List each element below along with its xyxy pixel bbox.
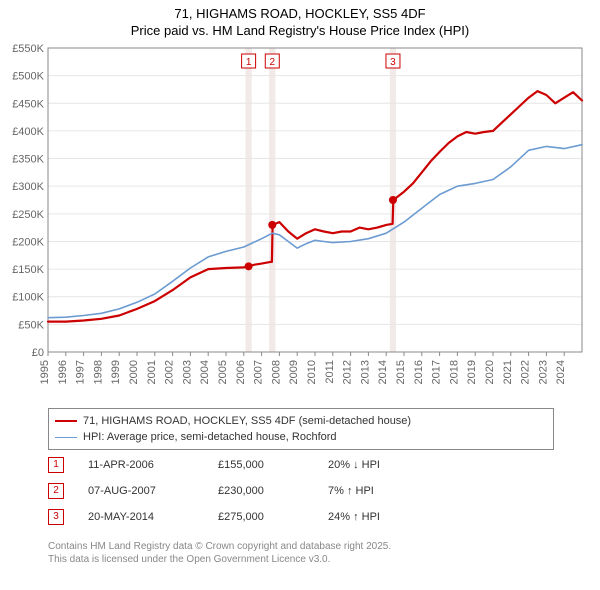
svg-text:£550K: £550K xyxy=(12,43,44,55)
svg-text:£500K: £500K xyxy=(12,71,44,83)
svg-text:1: 1 xyxy=(246,57,252,68)
event-date: 07-AUG-2007 xyxy=(88,485,218,497)
svg-text:1996: 1996 xyxy=(57,360,69,384)
svg-text:£350K: £350K xyxy=(12,154,44,166)
svg-text:2010: 2010 xyxy=(306,360,318,384)
copyright-line1: Contains HM Land Registry data © Crown c… xyxy=(48,540,391,553)
event-price: £275,000 xyxy=(218,511,328,523)
event-row: 3 20-MAY-2014£275,00024% ↑ HPI xyxy=(48,504,554,530)
chart-title: 71, HIGHAMS ROAD, HOCKLEY, SS5 4DF Price… xyxy=(0,0,600,40)
svg-text:2019: 2019 xyxy=(466,360,478,384)
svg-text:2001: 2001 xyxy=(146,360,158,384)
svg-text:2004: 2004 xyxy=(199,360,211,384)
event-date: 20-MAY-2014 xyxy=(88,511,218,523)
title-line1: 71, HIGHAMS ROAD, HOCKLEY, SS5 4DF xyxy=(0,6,600,23)
svg-text:£400K: £400K xyxy=(12,126,44,138)
svg-text:2021: 2021 xyxy=(502,360,514,384)
svg-text:2008: 2008 xyxy=(270,360,282,384)
event-marker: 3 xyxy=(48,509,64,525)
svg-text:£300K: £300K xyxy=(12,181,44,193)
event-diff: 24% ↑ HPI xyxy=(328,511,438,523)
legend-label: 71, HIGHAMS ROAD, HOCKLEY, SS5 4DF (semi… xyxy=(83,415,411,427)
svg-text:2000: 2000 xyxy=(128,360,140,384)
legend-row: HPI: Average price, semi-detached house,… xyxy=(55,429,547,445)
svg-text:2011: 2011 xyxy=(324,360,336,384)
svg-text:2017: 2017 xyxy=(431,360,443,384)
event-price: £155,000 xyxy=(218,459,328,471)
svg-text:2005: 2005 xyxy=(217,360,229,384)
svg-text:3: 3 xyxy=(390,57,396,68)
event-row: 1 11-APR-2006£155,00020% ↓ HPI xyxy=(48,452,554,478)
svg-text:2013: 2013 xyxy=(359,360,371,384)
svg-text:2016: 2016 xyxy=(413,360,425,384)
event-price: £230,000 xyxy=(218,485,328,497)
legend-row: 71, HIGHAMS ROAD, HOCKLEY, SS5 4DF (semi… xyxy=(55,413,547,429)
svg-text:2: 2 xyxy=(269,57,275,68)
event-diff: 7% ↑ HPI xyxy=(328,485,438,497)
svg-text:2002: 2002 xyxy=(164,360,176,384)
events-table: 1 11-APR-2006£155,00020% ↓ HPI 2 07-AUG-200… xyxy=(48,452,554,530)
svg-text:2022: 2022 xyxy=(520,360,532,384)
svg-text:1998: 1998 xyxy=(92,360,104,384)
svg-text:£250K: £250K xyxy=(12,209,44,221)
svg-text:2014: 2014 xyxy=(377,360,389,384)
legend-label: HPI: Average price, semi-detached house,… xyxy=(83,431,337,443)
chart-area: £0 £50K £100K £150K £200K £250K £300K £350K £400… xyxy=(0,40,600,400)
svg-text:2020: 2020 xyxy=(484,360,496,384)
svg-text:2023: 2023 xyxy=(537,360,549,384)
svg-text:£50K: £50K xyxy=(18,319,44,331)
svg-text:£100K: £100K xyxy=(12,292,44,304)
event-marker: 2 xyxy=(48,483,64,499)
chart-svg: £0 £50K £100K £150K £200K £250K £300K £350K £400… xyxy=(0,40,600,400)
legend-swatch xyxy=(55,420,77,422)
svg-text:2015: 2015 xyxy=(395,360,407,384)
svg-text:£0: £0 xyxy=(32,347,44,359)
svg-text:2012: 2012 xyxy=(342,360,354,384)
svg-text:£150K: £150K xyxy=(12,264,44,276)
event-diff: 20% ↓ HPI xyxy=(328,459,438,471)
svg-text:2003: 2003 xyxy=(181,360,193,384)
svg-text:1995: 1995 xyxy=(39,360,51,384)
title-line2: Price paid vs. HM Land Registry's House … xyxy=(0,23,600,40)
svg-text:£450K: £450K xyxy=(12,98,44,110)
svg-text:2024: 2024 xyxy=(555,360,567,384)
svg-text:1997: 1997 xyxy=(75,360,87,384)
event-marker: 1 xyxy=(48,457,64,473)
svg-text:1999: 1999 xyxy=(110,360,122,384)
legend-swatch xyxy=(55,437,77,438)
svg-text:2009: 2009 xyxy=(288,360,300,384)
copyright: Contains HM Land Registry data © Crown c… xyxy=(48,540,391,566)
event-row: 2 07-AUG-2007£230,0007% ↑ HPI xyxy=(48,478,554,504)
copyright-line2: This data is licensed under the Open Gov… xyxy=(48,553,391,566)
svg-text:£200K: £200K xyxy=(12,236,44,248)
svg-text:2007: 2007 xyxy=(253,360,265,384)
legend: 71, HIGHAMS ROAD, HOCKLEY, SS5 4DF (semi… xyxy=(48,408,554,450)
svg-text:2006: 2006 xyxy=(235,360,247,384)
event-date: 11-APR-2006 xyxy=(88,459,218,471)
svg-text:2018: 2018 xyxy=(448,360,460,384)
